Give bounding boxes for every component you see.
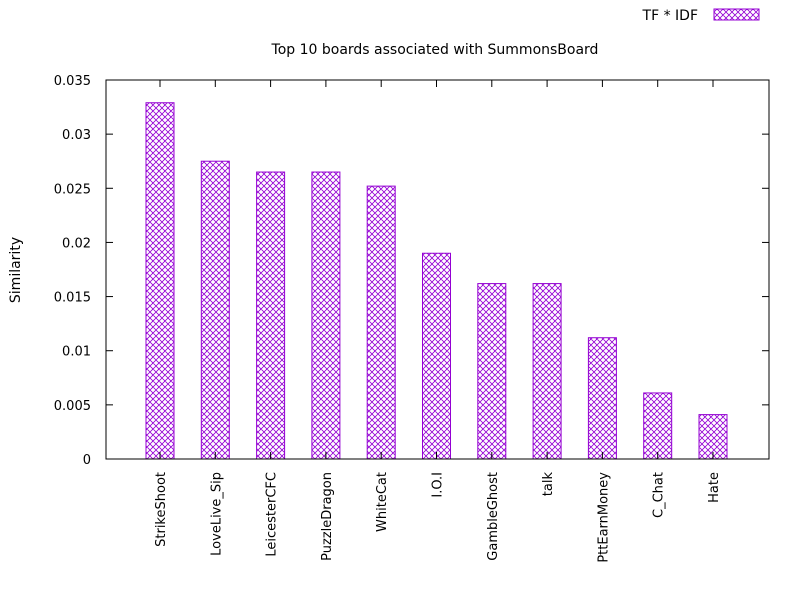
y-tick-label: 0.02 xyxy=(62,236,91,251)
bar-pttearnmoney xyxy=(587,337,617,460)
y-tick-label: 0 xyxy=(83,453,91,468)
bar-series xyxy=(145,102,728,460)
bar-strikeshoot xyxy=(145,102,175,460)
x-tick-label: talk xyxy=(541,472,556,497)
x-tick-label: PttEarnMoney xyxy=(596,472,611,563)
x-tick-label: LeicesterCFC xyxy=(265,472,280,557)
legend-label: TF * IDF xyxy=(642,8,698,24)
y-tick-label: 0.005 xyxy=(54,399,91,414)
x-tick-label: I.O.I xyxy=(431,472,446,498)
x-axis-ticks: StrikeShoot LoveLive_Sip LeicesterCFC Puzzl… xyxy=(154,80,722,563)
bar-i-o-i xyxy=(422,252,451,460)
y-tick-label: 0.015 xyxy=(54,291,91,306)
bar-hate xyxy=(698,414,728,460)
bar-lovelive-sip xyxy=(200,160,230,460)
chart-title: Top 10 boards associated with SummonsBoa… xyxy=(271,42,599,58)
x-tick-label: PuzzleDragon xyxy=(320,472,335,561)
legend-swatch xyxy=(713,8,760,21)
bar-leicestercfc xyxy=(256,171,286,460)
bar-whitecat xyxy=(366,185,396,460)
x-tick-label: LoveLive_Sip xyxy=(209,472,224,556)
bar-c-chat xyxy=(643,392,673,460)
x-tick-label: Hate xyxy=(707,472,722,503)
x-tick-label: GambleGhost xyxy=(486,472,501,561)
bar-puzzledragon xyxy=(311,171,341,460)
x-tick-label: WhiteCat xyxy=(375,472,390,532)
x-tick-label: StrikeShoot xyxy=(154,472,169,547)
bar-gambleghost xyxy=(477,283,507,460)
y-axis-ticks: 0 0.005 0.01 0.015 0.02 0.025 0.03 0.035 xyxy=(54,74,769,468)
y-tick-label: 0.035 xyxy=(54,74,91,89)
bar-talk xyxy=(532,283,562,460)
legend: TF * IDF xyxy=(642,8,760,24)
x-tick-label: C_Chat xyxy=(652,472,667,518)
y-tick-label: 0.03 xyxy=(62,128,91,143)
y-tick-label: 0.01 xyxy=(62,345,91,360)
plot-frame xyxy=(105,79,770,460)
y-axis-label: Similarity xyxy=(8,237,24,303)
y-tick-label: 0.025 xyxy=(54,182,91,197)
